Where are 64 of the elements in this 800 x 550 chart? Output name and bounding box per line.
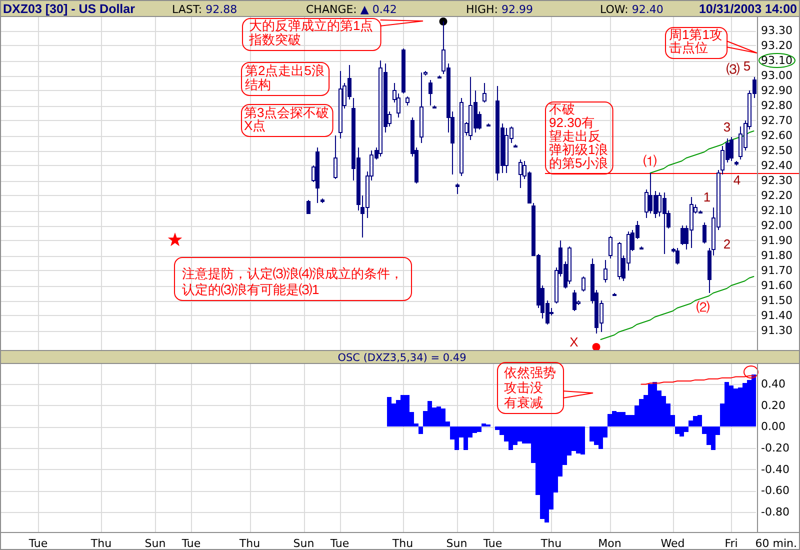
y-tick-label: 0.00 [761, 420, 786, 434]
chart-title: OSC (DXZ3,5,34) = 0.49 [338, 352, 466, 364]
y-tick-label: 92.40 [761, 159, 792, 172]
chart-title: DXZ03 [30] - US Dollar [3, 2, 136, 16]
y-tick-label: -0.80 [761, 505, 790, 518]
x-tick-label: Sun [293, 537, 314, 550]
y-tick-label: 92.70 [761, 114, 792, 127]
y-tick-label: 93.00 [761, 69, 792, 82]
y-tick-label: -0.40 [761, 462, 790, 476]
annotation: 依然强势攻击没有衰减 [504, 365, 556, 410]
y-tick-label: 93.30 [761, 24, 792, 37]
y-tick-label: 91.40 [761, 309, 792, 322]
annotation: 5 [743, 58, 751, 74]
x-tick-label: Sun [446, 537, 468, 550]
annotation: 大的反弹成立的第1点指数突破 [248, 18, 374, 47]
x-tick-label: Tue [482, 537, 502, 550]
x-tick-label: Fri [724, 537, 738, 550]
x-tick-label: Thu [238, 537, 260, 550]
annotation: 周1第1攻击点位 [669, 27, 722, 55]
x-axis-title: 60 min. [755, 537, 797, 550]
y-tick-label: 92.50 [761, 144, 792, 157]
y-tick-label: 91.90 [761, 234, 792, 247]
x-tick-label: Tue [329, 537, 350, 550]
annotation: ⑴ [644, 154, 656, 168]
x-tick-label: Thu [90, 537, 112, 550]
y-tick-label: 92.80 [761, 99, 792, 112]
y-tick-label: -0.20 [761, 442, 790, 454]
x-tick-label: Sun [144, 537, 166, 550]
x-tick-label: Mon [598, 537, 622, 550]
annotation: 1 [703, 190, 711, 204]
text: HIGH: 92.99 [466, 3, 534, 16]
annotation: 2 [723, 236, 731, 252]
text: LAST: 92.88 [172, 3, 238, 16]
annotation: 4 [733, 172, 741, 188]
annotation: 3 [723, 120, 731, 134]
y-tick-label: -0.60 [761, 484, 790, 498]
annotation: ⑶ [726, 62, 740, 76]
y-tick-label: 93.20 [761, 39, 792, 52]
y-tick-label: 91.30 [761, 324, 792, 337]
y-tick-label: 0.20 [761, 398, 786, 412]
annotation: ⑵ [696, 300, 710, 314]
y-tick-label: 93.10 [761, 54, 792, 67]
text: CHANGE: ▲ 0.42 [306, 3, 397, 16]
x-tick-label: Tue [180, 537, 201, 550]
x-tick-label: Thu [391, 537, 414, 550]
text: 10/31/2003 14:00 [698, 2, 798, 16]
x-tick-label: Wed [660, 537, 685, 550]
y-tick-label: 92.60 [761, 129, 792, 142]
y-tick-label: 92.90 [761, 84, 792, 97]
y-tick-label: 91.70 [761, 264, 792, 277]
y-tick-label: 92.30 [761, 174, 792, 187]
y-tick-label: 91.50 [761, 294, 792, 307]
y-tick-label: 91.80 [761, 249, 792, 262]
annotation: X [570, 334, 579, 350]
y-tick-label: 91.60 [761, 279, 792, 292]
annotation: 第2点走出5浪结构 [245, 63, 324, 92]
y-tick-label: 0.40 [761, 378, 786, 391]
text: LOW: 92.40 [600, 3, 664, 16]
x-tick-label: Thu [540, 537, 562, 550]
x-tick-label: Tue [28, 537, 48, 550]
y-tick-label: 92.10 [761, 204, 792, 217]
y-tick-label: 92.00 [761, 219, 792, 232]
y-tick-label: 92.20 [761, 189, 792, 202]
annotation: 注意提防，认定⑶浪⑷浪成立的条件，认定的⑶浪有可能是⑶1 [182, 266, 403, 297]
